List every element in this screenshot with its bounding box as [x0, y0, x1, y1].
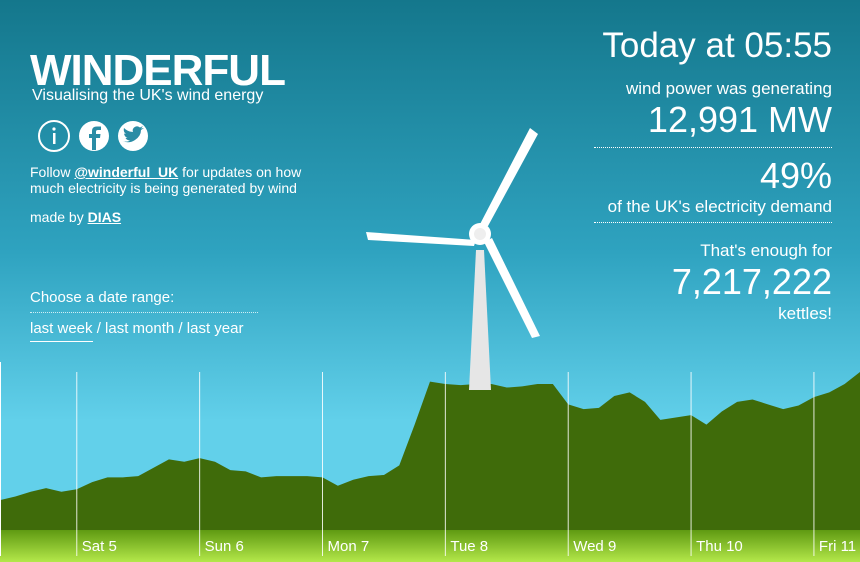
power-label: wind power was generating — [625, 79, 832, 98]
kettles-unit: kettles! — [778, 304, 832, 323]
kettles-label: That's enough for — [700, 241, 832, 260]
facebook-icon[interactable] — [79, 121, 109, 151]
wind-area — [0, 372, 860, 530]
separator — [594, 147, 832, 148]
range-option[interactable]: last week — [30, 320, 93, 342]
ground — [0, 530, 860, 562]
date-range-options: last week / last month / last year — [30, 320, 244, 342]
range-separator: / — [96, 320, 101, 337]
separator — [30, 312, 258, 313]
x-tick-label: Sat 5 — [82, 538, 117, 555]
x-tick-label: Sun 6 — [205, 538, 244, 555]
twitter-handle[interactable]: @winderful_UK — [74, 164, 179, 180]
turbine — [366, 128, 540, 390]
twitter-icon[interactable] — [118, 121, 148, 151]
info-icon[interactable] — [38, 120, 70, 152]
x-tick-label: Mon 7 — [328, 538, 370, 555]
share-label: of the UK's electricity demand — [607, 197, 832, 216]
range-option[interactable]: last year — [186, 320, 244, 337]
x-tick-label: Thu 10 — [696, 538, 743, 555]
follow-suffix: for updates on how much electricity is b… — [30, 164, 302, 196]
x-tick-label: Tue 8 — [450, 538, 488, 555]
icons — [38, 120, 158, 159]
stats-heading: Today at 05:55 — [602, 26, 832, 65]
follow-prefix: Follow — [30, 164, 71, 180]
subtitle: Visualising the UK's wind energy — [32, 87, 264, 104]
x-tick-label: Wed 9 — [573, 538, 616, 555]
credit: made by DIAS — [30, 209, 121, 225]
range-option[interactable]: last month — [105, 320, 175, 337]
separator — [594, 222, 832, 223]
credit-prefix: made by — [30, 209, 84, 225]
title: WINDERFUL — [30, 46, 286, 95]
share-value: 49% — [759, 155, 832, 196]
date-range-label: Choose a date range: — [30, 289, 175, 306]
x-tick-label: Fri 11 — [819, 538, 856, 555]
kettles-value: 7,217,222 — [671, 261, 832, 302]
range-separator: / — [178, 320, 183, 337]
credit-link[interactable]: DIAS — [87, 209, 122, 225]
follow-text: Follow @winderful_UK for updates on how … — [30, 164, 310, 196]
power-value: 12,991 MW — [647, 99, 832, 140]
